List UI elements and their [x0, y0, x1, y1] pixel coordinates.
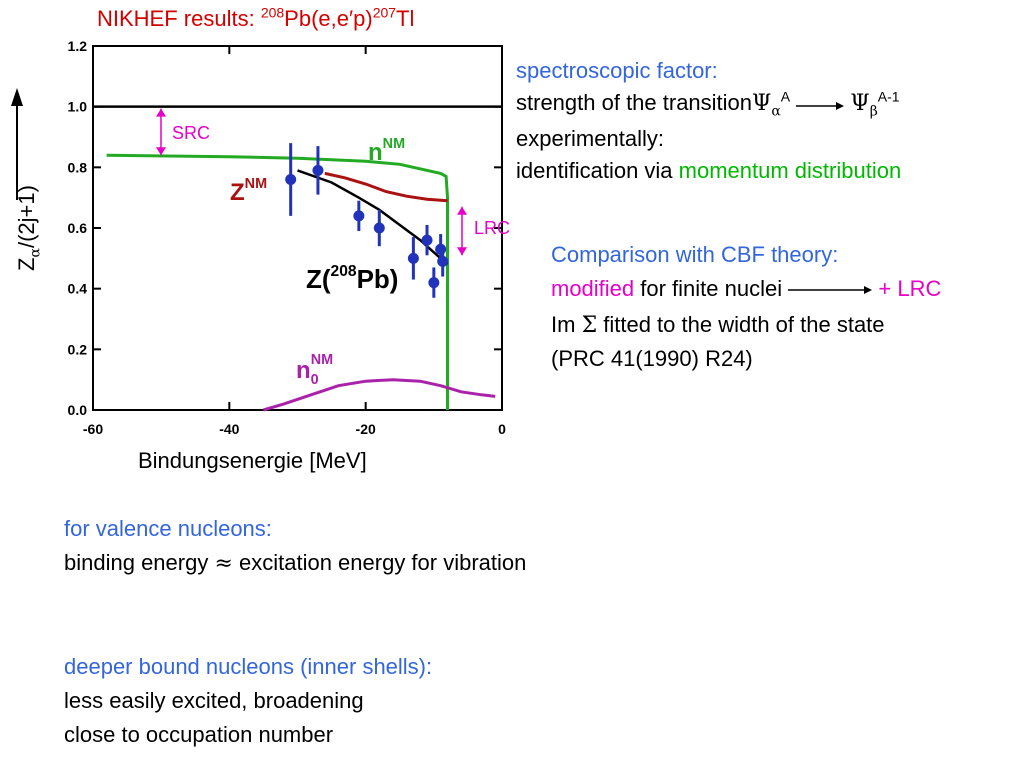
prc-reference: (PRC 41(1990) R24) — [551, 346, 753, 371]
title-mass-b: 207 — [372, 4, 397, 21]
transition-arrow-icon — [796, 102, 845, 111]
title-mass-a: 208 — [260, 4, 285, 21]
plot-frame — [92, 45, 503, 411]
lrc-arrow-icon — [788, 286, 873, 295]
fitted-text: fitted to the width of the state — [597, 312, 885, 337]
x-axis-label: Bindungsenergie [MeV] — [138, 448, 367, 473]
strength-text: strength of the transition — [516, 90, 753, 115]
z-nm-label: ZNM — [230, 176, 267, 206]
data-point — [353, 210, 365, 222]
data-point — [421, 234, 433, 246]
y-axis-arrow-icon — [11, 88, 23, 106]
lrc-arrow-arrowhead-bottom — [457, 247, 467, 256]
psi-beta-symbol: Ψ — [850, 91, 870, 116]
approx-symbol: ≈ — [214, 551, 233, 576]
x-tick-label: -60 — [83, 421, 103, 437]
title-element-a: Pb(e,e′p) — [284, 6, 373, 31]
occupation-chart: 0.0 0.2 0.4 0.6 0.8 1.0 1.2 -60 -40 -20 0 nNM ZNM Z(2… — [11, 38, 510, 437]
spectroscopic-heading: spectroscopic factor: — [516, 58, 718, 83]
lrc-arrow-arrowhead-top — [457, 206, 467, 215]
n0-nm-curve — [262, 378, 496, 412]
cbf-heading: Comparison with CBF theory: — [551, 242, 839, 267]
n0-nm-label: n0NM — [296, 352, 333, 388]
z-nm-curve — [324, 171, 448, 203]
n-nm-curve — [106, 153, 449, 410]
data-point — [428, 277, 440, 289]
x-tick-label: 0 — [498, 421, 506, 437]
y-axis-label: Zα/(2j+1) — [14, 143, 44, 313]
im-sigma-line: Im Σ fitted to the width of the state — [551, 312, 885, 339]
alpha-sub: α — [771, 103, 781, 120]
n-nm-label: nNM — [368, 136, 405, 166]
y-axis-label-z: Z — [14, 257, 39, 271]
src-label: SRC — [172, 123, 210, 143]
valence-text-a: binding energy — [64, 550, 215, 575]
src-arrow-arrowhead-top — [156, 108, 166, 117]
y-tick-label: 1.0 — [68, 99, 88, 115]
y-tick-label: 0.0 — [68, 402, 88, 418]
identification-text: identification via — [516, 158, 679, 183]
sup-a-minus-1: A-1 — [877, 88, 900, 105]
valence-heading: for valence nucleons: — [64, 516, 272, 541]
src-arrow-arrowhead-bottom — [156, 147, 166, 156]
x-tick-label: -20 — [356, 421, 376, 437]
y-tick-label: 0.2 — [68, 341, 88, 357]
experimentally-line: experimentally: — [516, 126, 664, 151]
data-point — [407, 252, 419, 264]
deeper-line-2: close to occupation number — [64, 722, 334, 747]
valence-text-b: excitation energy for vibration — [232, 550, 527, 575]
identification-line: identification via momentum distribution — [516, 158, 901, 184]
sup-a: A — [780, 88, 791, 105]
title-prefix: NIKHEF results: — [97, 6, 261, 31]
modified-word: modified — [551, 276, 635, 301]
data-point — [285, 173, 297, 185]
im-text: Im — [551, 312, 582, 337]
y-tick-label: 1.2 — [68, 38, 88, 54]
beta-sub: β — [869, 103, 878, 120]
y-tick-label: 0.6 — [68, 220, 88, 236]
momentum-distribution-text: momentum distribution — [678, 158, 902, 183]
plus-lrc-text: + LRC — [878, 276, 942, 301]
y-axis-label-rest: /(2j+1) — [14, 185, 39, 249]
modified-line: modified for finite nuclei + LRC — [551, 276, 941, 302]
deeper-heading: deeper bound nucleons (inner shells): — [64, 654, 433, 679]
finite-nuclei-text: for finite nuclei — [634, 276, 783, 301]
lrc-label: LRC — [474, 218, 510, 238]
data-point — [373, 222, 385, 234]
y-tick-label: 0.4 — [68, 281, 88, 297]
data-point — [437, 255, 449, 267]
valence-line: binding energy ≈ excitation energy for v… — [64, 550, 526, 577]
z-pb-curve — [297, 169, 449, 266]
y-tick-label: 0.8 — [68, 159, 88, 175]
deeper-line-1: less easily excited, broadening — [64, 688, 364, 713]
data-point — [312, 164, 324, 176]
y-axis-label-alpha: α — [27, 248, 44, 258]
title-element-b: Tl — [396, 6, 415, 31]
psi-alpha-symbol: Ψ — [752, 91, 772, 116]
strength-line: strength of the transitionΨαA ΨβA-1 — [516, 88, 900, 120]
sigma-symbol: Σ — [581, 313, 598, 338]
x-tick-label: -40 — [219, 421, 239, 437]
data-point — [435, 243, 447, 255]
z-pb-label: Z(208Pb) — [306, 263, 398, 294]
page-title: NIKHEF results: 208Pb(e,e′p)207Tl — [97, 6, 414, 32]
